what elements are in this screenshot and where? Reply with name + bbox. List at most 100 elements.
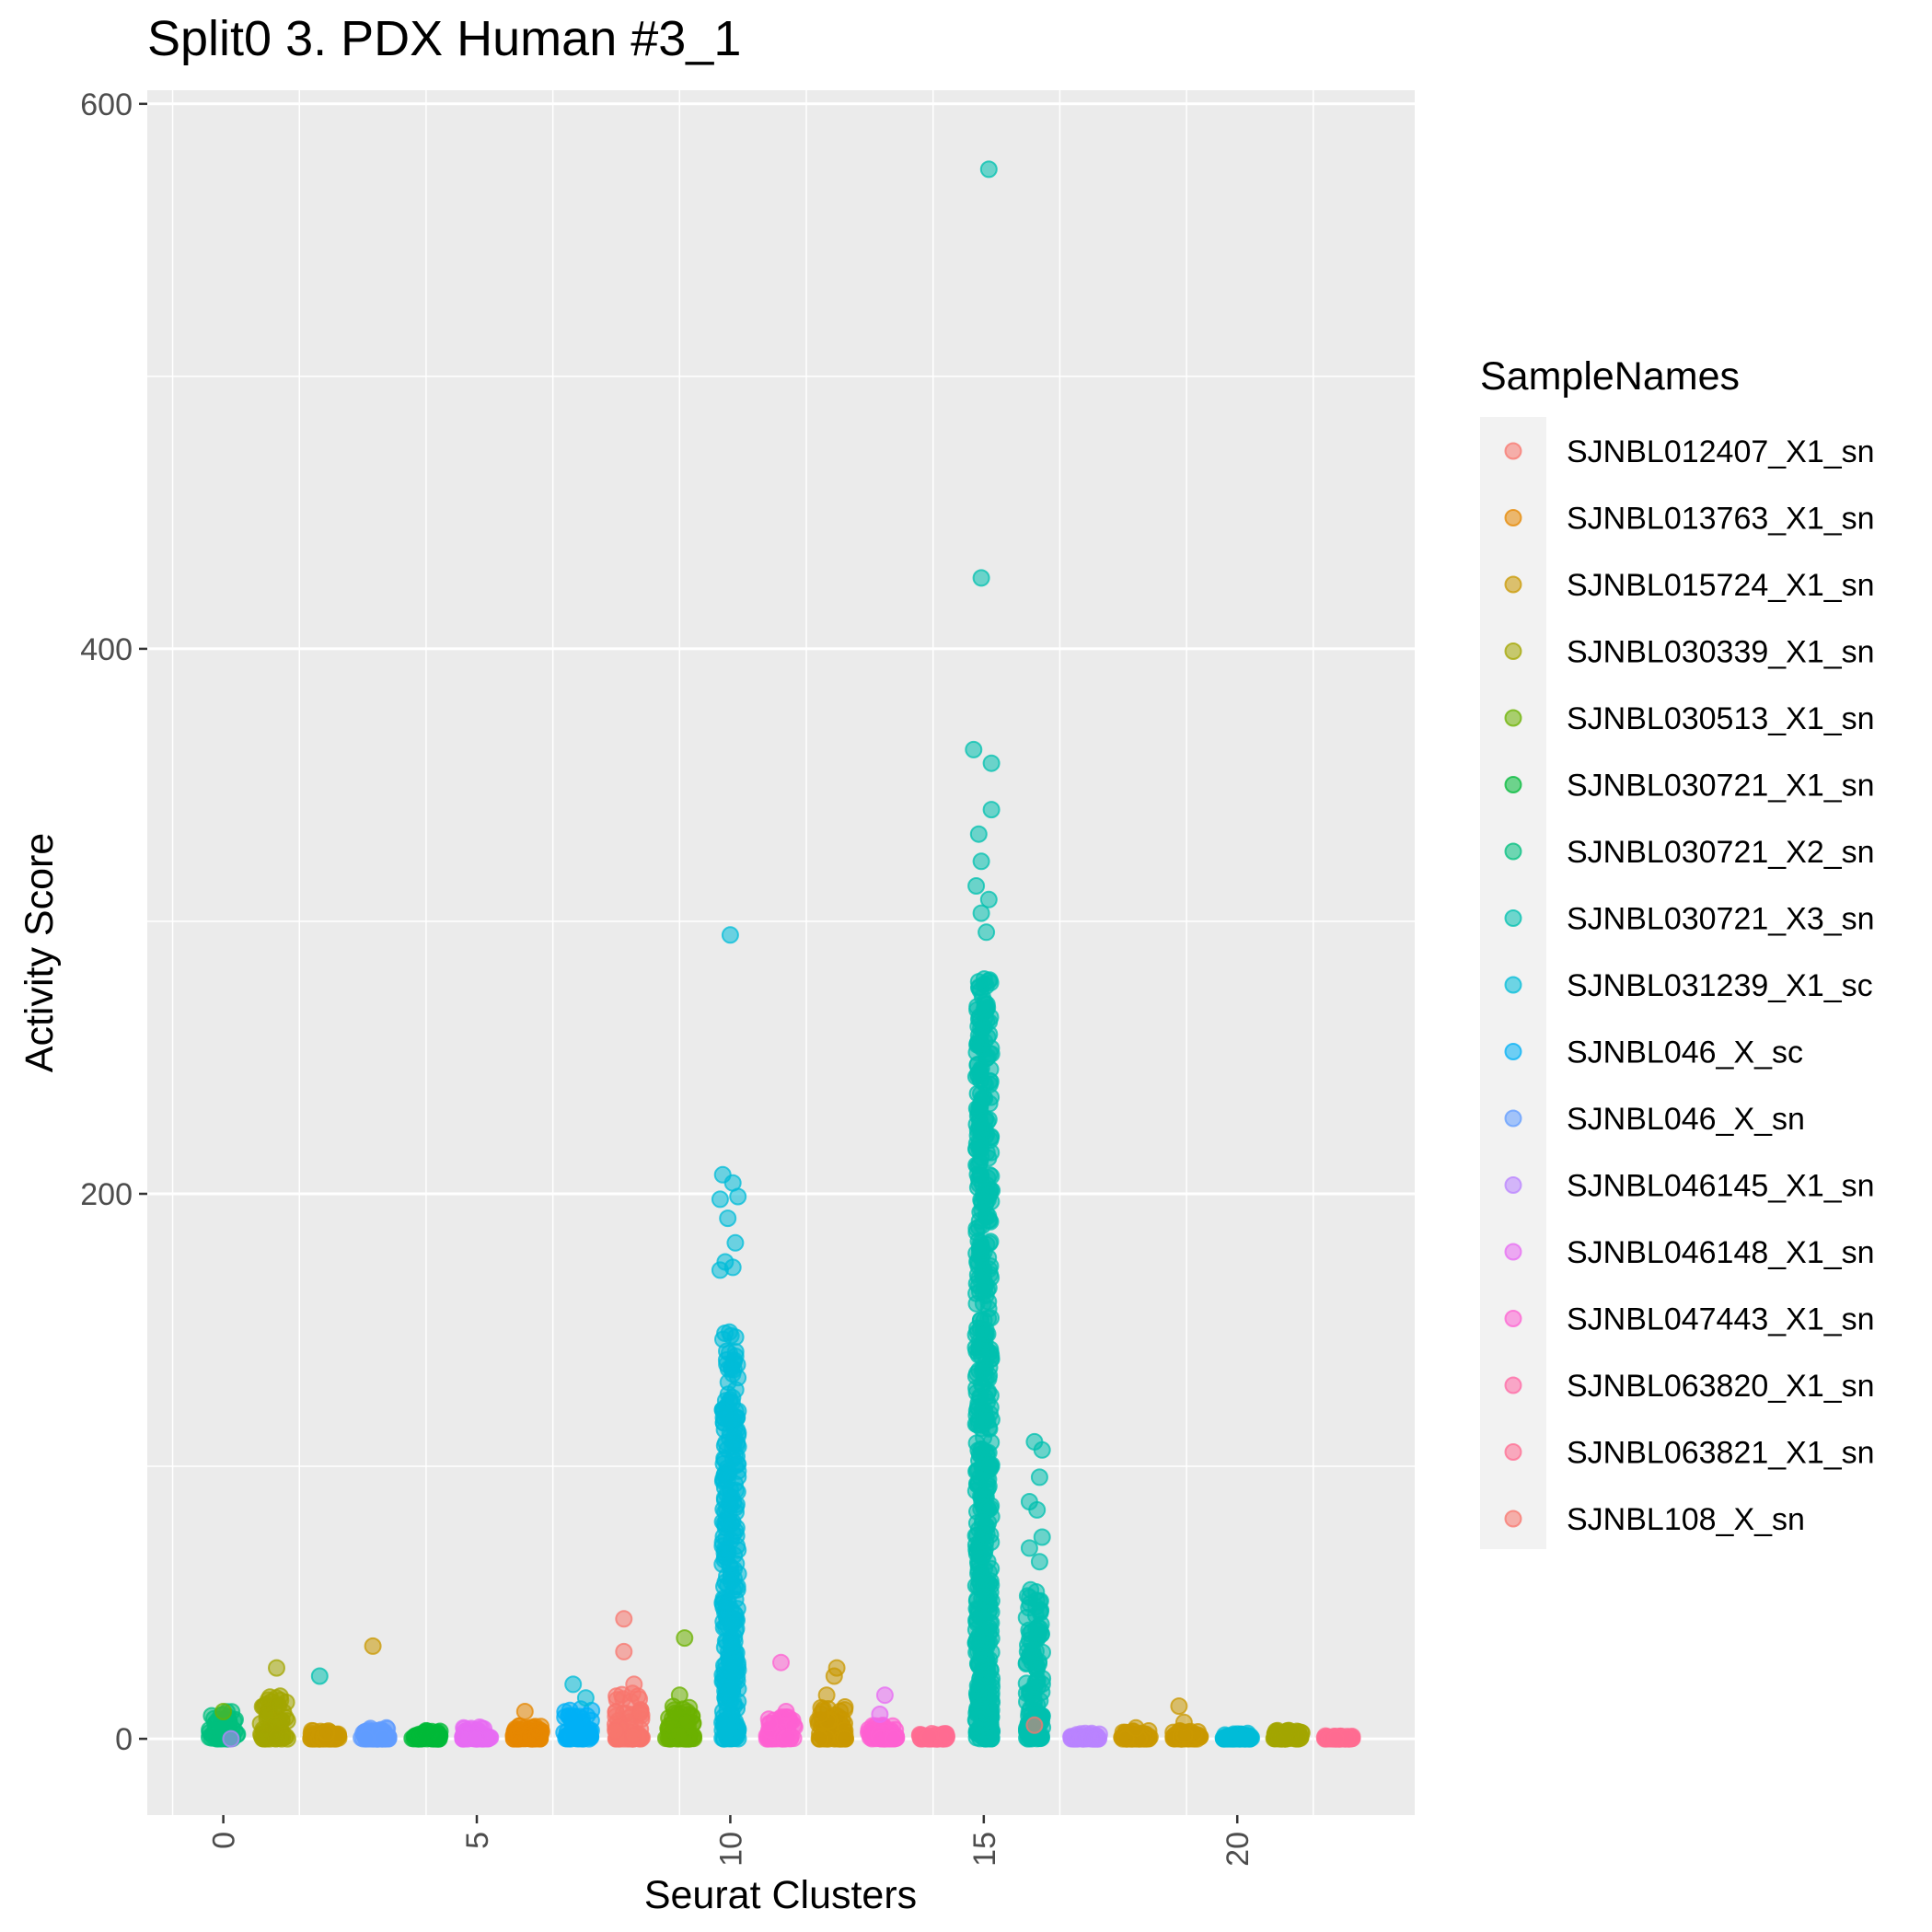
data-point [671,1725,688,1743]
data-point [726,1591,745,1609]
data-point [885,1730,903,1748]
data-point [811,1730,829,1748]
x-tick-label: 20 [1221,1832,1255,1867]
data-point [1074,1730,1093,1748]
data-point [972,852,990,871]
data-point [357,1730,376,1748]
data-point [715,1491,734,1510]
legend-label: SJNBL046145_X1_sn [1567,1169,1875,1204]
data-point [972,1347,990,1365]
data-point [937,1725,955,1743]
data-point [560,1706,578,1725]
legend-key-point [1504,1443,1522,1461]
y-tick-label: 200 [80,1177,133,1212]
data-point [625,1675,643,1694]
legend-label: SJNBL063821_X1_sn [1567,1436,1875,1471]
data-point [973,1195,991,1213]
data-point [722,1326,740,1345]
data-point [720,1505,738,1523]
chart-title: Split0 3. PDX Human #3_1 [147,11,741,66]
data-point [269,1695,287,1714]
data-point [725,1412,744,1429]
x-tick-label: 0 [207,1832,242,1849]
data-point [1033,1440,1051,1459]
data-point [981,1232,1000,1251]
data-point [374,1730,392,1747]
x-axis-title: Seurat Clusters [644,1873,917,1917]
legend-label: SJNBL108_X_sn [1567,1502,1805,1537]
x-tick-label: 15 [967,1832,1002,1867]
legend-key-point [1504,1376,1522,1394]
data-point [760,1714,779,1732]
data-point [607,1722,625,1741]
data-point [825,1667,843,1685]
data-point [725,1633,744,1651]
legend-label: SJNBL030339_X1_sn [1567,635,1875,670]
data-point [721,926,739,944]
data-point [817,1686,836,1705]
data-point [1278,1721,1297,1740]
legend-key-point [1504,842,1522,861]
legend-label: SJNBL046_X_sn [1567,1102,1805,1137]
data-point [974,1283,992,1301]
data-point [1024,1641,1042,1660]
data-point [969,825,988,843]
data-point [364,1637,382,1655]
data-point [970,1140,989,1159]
data-point [970,1034,989,1052]
data-point [715,1540,734,1558]
data-point [982,1701,1001,1719]
data-point [967,877,986,895]
legend-key-point [1504,1310,1522,1327]
data-point [726,1348,745,1365]
legend-label: SJNBL030721_X2_sn [1567,835,1875,870]
legend-key-point [1504,776,1522,793]
data-point [530,1720,549,1739]
data-point [982,801,1001,819]
data-point [1116,1730,1135,1748]
data-point [981,974,1000,992]
data-point [977,1076,994,1093]
data-point [719,1666,737,1684]
data-point [979,1418,998,1437]
legend-label: SJNBL030721_X3_sn [1567,902,1875,937]
data-point [1030,1468,1048,1487]
legend-key-point [1504,1176,1522,1194]
data-point [268,1659,285,1677]
legend-label: SJNBL015724_X1_sn [1567,568,1875,603]
legend-key-point [1504,976,1522,994]
data-point [836,1698,854,1716]
data-point [968,1001,987,1019]
legend-key-point [1504,1043,1522,1060]
data-point [666,1704,684,1722]
data-point [973,1264,991,1282]
data-point [1326,1730,1345,1748]
data-point [972,1059,990,1078]
legend-key-point [1504,442,1522,460]
data-point [564,1675,583,1694]
data-point [780,1728,797,1746]
data-point [967,1364,986,1382]
data-point [1028,1500,1047,1519]
data-point [966,1577,985,1595]
data-point [973,1645,991,1662]
data-point [977,1730,995,1748]
data-point [721,1652,739,1671]
data-point [670,1686,688,1705]
data-point [1030,1553,1048,1571]
data-point [1238,1729,1256,1747]
data-point [726,1729,745,1747]
data-point [979,890,998,908]
data-point [711,1190,729,1209]
data-point [1031,1623,1048,1641]
data-point [428,1730,446,1748]
legend-key-point [1504,709,1522,727]
data-point [729,1187,747,1206]
legend-label: SJNBL046_X_sc [1567,1035,1803,1070]
data-point [576,1689,595,1707]
data-point [772,1653,790,1672]
data-point [1174,1713,1193,1731]
data-point [967,1220,986,1238]
data-point [615,1610,633,1628]
